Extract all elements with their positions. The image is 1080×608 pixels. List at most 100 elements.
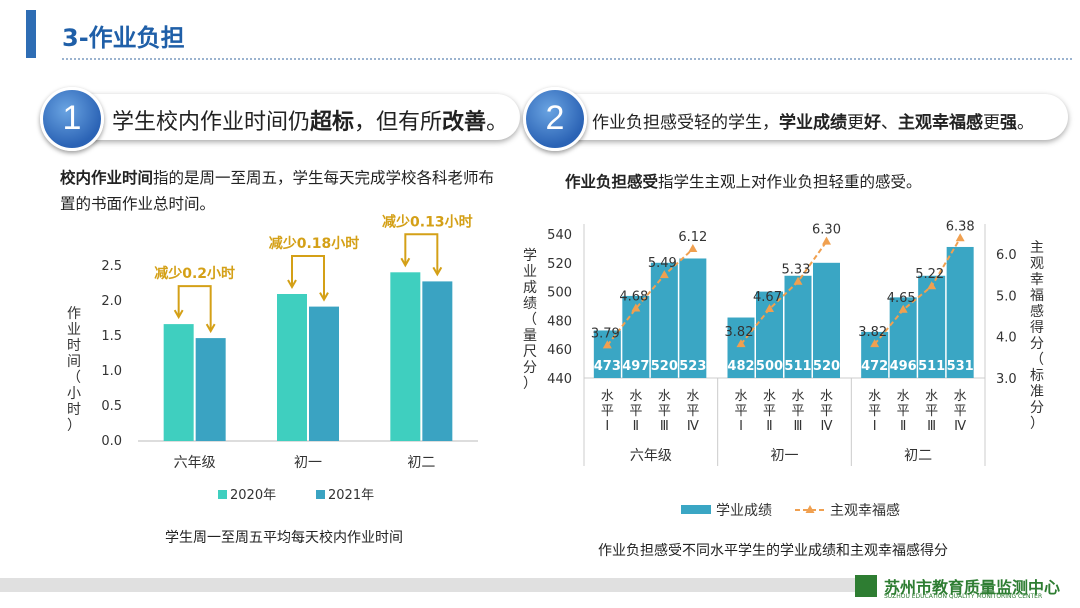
score-bar <box>650 262 678 378</box>
level-label-char: Ⅱ <box>900 419 906 434</box>
score-bar <box>784 275 812 378</box>
score-bar <box>946 246 974 378</box>
right-axis-label-char: 标 <box>1030 368 1044 384</box>
happiness-label: 5.33 <box>782 263 811 278</box>
legend-label-2021: 2021年 <box>328 488 374 503</box>
right-axis-label-char: 得 <box>1030 319 1044 336</box>
score-bar-label: 497 <box>622 359 649 374</box>
y-tick-label: 2.0 <box>101 294 122 309</box>
y-tick-label: 1.0 <box>101 364 122 379</box>
level-label-char: Ⅱ <box>766 419 772 434</box>
left-axis-label-char: ） <box>523 376 537 392</box>
legend-label-2020: 2020年 <box>230 488 276 503</box>
footer-bar <box>0 578 860 592</box>
happiness-label: 6.30 <box>812 223 841 238</box>
level-label-char: 平 <box>734 404 747 419</box>
homework-time-chart: 0.00.51.01.52.02.5作业时间（小时）六年级减少0.2小时初一减少… <box>67 213 478 503</box>
bar-2020 <box>277 294 307 441</box>
level-label-char: 水 <box>897 389 910 404</box>
happiness-label: 6.12 <box>678 230 707 245</box>
y-axis-label-char: 间 <box>67 354 81 370</box>
bar-2021 <box>195 338 226 441</box>
legend-label-happiness: 主观幸福感 <box>830 502 900 519</box>
level-label-char: 平 <box>601 404 614 419</box>
level-label-char: Ⅲ <box>927 419 936 434</box>
y-tick-label: 0.5 <box>101 399 122 414</box>
right-axis-label-char: （ <box>1030 352 1044 368</box>
score-bar-label: 482 <box>727 359 754 374</box>
happiness-label: 3.82 <box>725 325 754 340</box>
level-label-char: 水 <box>658 389 671 404</box>
right-axis-label-char: 分 <box>1030 400 1044 416</box>
annotation-arrow <box>400 257 411 268</box>
level-label-char: 平 <box>954 404 967 419</box>
level-label-char: Ⅰ <box>605 419 609 434</box>
annotation-label: 减少0.13小时 <box>382 213 473 230</box>
left-axis-label-char: 尺 <box>523 344 537 360</box>
level-label-char: 水 <box>791 389 804 404</box>
happiness-label: 4.67 <box>753 290 782 305</box>
happiness-point <box>927 281 937 290</box>
score-bar-label: 520 <box>813 359 840 374</box>
happiness-label: 3.79 <box>591 326 620 341</box>
bar-2021 <box>422 281 453 441</box>
score-bar-label: 531 <box>947 359 974 374</box>
y-axis-label-char: 时 <box>67 402 81 418</box>
legend-swatch-2021 <box>316 490 325 499</box>
level-label-char: Ⅳ <box>954 419 966 434</box>
right-axis-label-char: ） <box>1030 416 1044 432</box>
left-axis-label-char: 分 <box>523 360 537 376</box>
happiness-point <box>602 340 612 349</box>
legend-swatch-score <box>681 505 711 514</box>
score-bar-label: 511 <box>918 359 945 374</box>
happiness-point <box>822 236 831 245</box>
finding-number-2: 2 <box>523 87 587 151</box>
legend-marker-happiness <box>805 505 815 513</box>
right-axis-label-char: 幸 <box>1030 272 1044 288</box>
legend-label-score: 学业成绩 <box>716 503 772 519</box>
caption-left: 学生周一至周五平均每天校内作业时间 <box>165 530 403 546</box>
left-tick-label: 500 <box>547 286 572 301</box>
score-bar-label: 496 <box>890 359 917 374</box>
x-category-label: 初一 <box>294 454 322 471</box>
left-tick-label: 520 <box>547 257 572 272</box>
level-label-char: 水 <box>954 389 967 404</box>
level-label-char: 水 <box>820 389 833 404</box>
level-label-char: 平 <box>686 404 699 419</box>
level-label-char: Ⅳ <box>687 419 699 434</box>
level-label-char: 水 <box>601 389 614 404</box>
happiness-point <box>765 303 774 312</box>
y-axis-label-char: 小 <box>67 386 81 402</box>
y-tick-label: 0.0 <box>101 434 122 449</box>
right-tick-label: 6.0 <box>996 248 1017 263</box>
happiness-line <box>740 241 828 345</box>
page-title: 3-作业负担 <box>62 24 185 52</box>
y-axis-label-char: ） <box>67 418 81 434</box>
happiness-label: 5.22 <box>915 267 944 282</box>
group-label: 初一 <box>771 447 799 464</box>
right-axis-label-char: 准 <box>1030 384 1044 400</box>
org-name-en: SUZHOU EDUCATION QUALITY MONITORING CENT… <box>884 593 1043 600</box>
finding-banner-2 <box>530 94 1068 140</box>
level-label-char: Ⅰ <box>873 419 877 434</box>
score-bar <box>813 262 840 378</box>
definition-homework-burden: 作业负担感受指学生主观上对作业负担轻重的感受。 <box>565 173 922 191</box>
bar-2020 <box>163 324 194 441</box>
annotation-arrow <box>173 309 184 320</box>
annotation-bracket <box>404 233 439 274</box>
annotation-arrow <box>205 323 216 334</box>
level-label-char: 平 <box>820 404 833 419</box>
left-tick-label: 480 <box>547 314 572 329</box>
right-axis-label-char: 感 <box>1030 303 1044 320</box>
annotation-arrow <box>432 266 443 277</box>
level-label-char: 平 <box>868 404 881 419</box>
level-label-char: 平 <box>658 404 671 419</box>
left-axis-label-char: 绩 <box>523 296 537 312</box>
right-tick-label: 5.0 <box>996 289 1017 304</box>
level-label-char: 平 <box>629 404 642 419</box>
score-bar-label: 473 <box>594 359 621 374</box>
score-bar <box>593 330 621 378</box>
level-label-char: 平 <box>763 404 776 419</box>
right-tick-label: 4.0 <box>996 331 1017 346</box>
finding-text-1: 学生校内作业时间仍超标，但有所改善。 <box>112 110 509 135</box>
